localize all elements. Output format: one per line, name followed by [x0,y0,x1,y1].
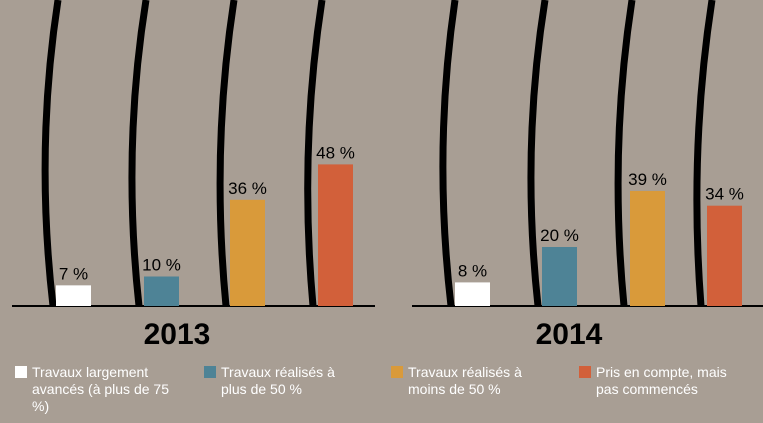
legend-swatch [579,366,591,378]
legend-label: Travaux réalisés à moins de 50 % [408,364,522,397]
legend-item: Travaux réalisés à moins de 50 % [391,364,558,398]
legend-item: Pris en compte, mais pas commencés [579,364,746,398]
legend-swatch [204,366,216,378]
bar [455,282,490,306]
legend-label: Travaux largement avancés (à plus de 75 … [32,364,169,414]
bar [707,205,742,306]
legend-item: Travaux réalisés à plus de 50 % [204,364,361,398]
legend-label: Travaux réalisés à plus de 50 % [221,364,335,397]
bar [318,164,353,306]
value-label: 34 % [705,185,744,204]
bar [630,190,665,306]
legend-swatch [15,366,27,378]
value-label: 8 % [458,261,487,280]
value-label: 39 % [628,170,667,189]
bar [230,199,265,306]
bar [144,276,179,306]
legend-item: Travaux largement avancés (à plus de 75 … [15,364,182,415]
year-label: 2013 [144,318,211,351]
bar [542,247,577,306]
value-label: 36 % [228,179,267,198]
legend-swatch [391,366,403,378]
decorative-curves [41,0,716,307]
value-label: 48 % [316,143,355,162]
value-label: 7 % [59,264,88,283]
bar [56,285,91,306]
value-label: 10 % [142,256,181,275]
legend-label: Pris en compte, mais pas commencés [596,364,727,397]
value-label: 20 % [540,226,579,245]
year-label: 2014 [536,318,603,351]
